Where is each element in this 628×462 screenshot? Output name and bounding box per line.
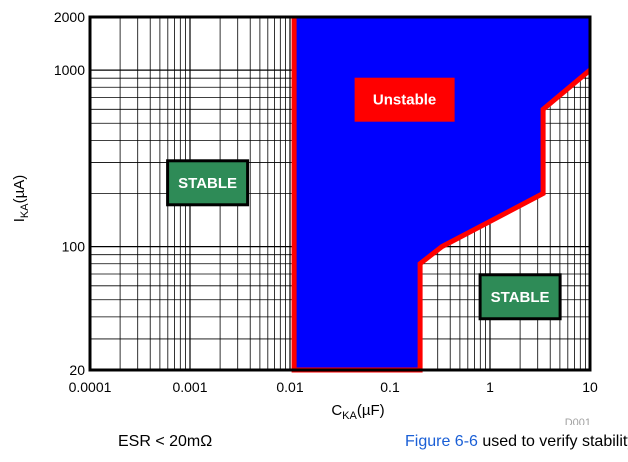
unstable-region-label: Unstable: [354, 77, 455, 122]
x-tick-label: 0.1: [380, 379, 400, 395]
x-tick-label: 1: [486, 379, 494, 395]
figure-id: D001: [565, 417, 591, 425]
x-tick-label: 0.01: [276, 379, 303, 395]
stable-region-label: STABLE: [166, 159, 250, 207]
region-label-text: Unstable: [373, 92, 436, 109]
stability-note-text: used to verify stability: [477, 433, 628, 450]
region-label-box: [478, 273, 562, 321]
region-label-box: [354, 77, 455, 122]
y-axis-title: IKA(µA): [11, 175, 31, 223]
x-tick-label: 0.0001: [69, 379, 112, 395]
plot-frame: [88, 15, 592, 372]
stable-region-label: STABLE: [478, 273, 562, 321]
y-tick-label: 20: [69, 362, 85, 378]
esr-condition-note: ESR < 20mΩ: [118, 433, 213, 450]
region-label-text: STABLE: [178, 175, 237, 192]
region-label-box: [166, 159, 250, 207]
x-axis-title: CKA(µF): [331, 402, 384, 422]
x-tick-label: 0.001: [172, 379, 207, 395]
y-tick-label: 2000: [54, 9, 85, 25]
stability-chart: 0.0001 0.001 0.01 0.1 1 10 20 100 1000 2000 Unst…: [11, 9, 598, 425]
stability-note: Figure 6-6 used to verify stability: [405, 433, 628, 451]
region-labels: Unstable STABLE STABLE: [166, 77, 562, 321]
x-axis-ticks: 0.0001 0.001 0.01 0.1 1 10: [69, 379, 598, 395]
y-tick-label: 100: [62, 239, 86, 255]
region-label-text: STABLE: [491, 289, 550, 306]
x-tick-label: 10: [582, 379, 598, 395]
y-tick-label: 1000: [54, 62, 85, 78]
figure-link[interactable]: Figure 6-6: [405, 433, 478, 450]
y-axis-ticks: 20 100 1000 2000: [54, 9, 85, 378]
